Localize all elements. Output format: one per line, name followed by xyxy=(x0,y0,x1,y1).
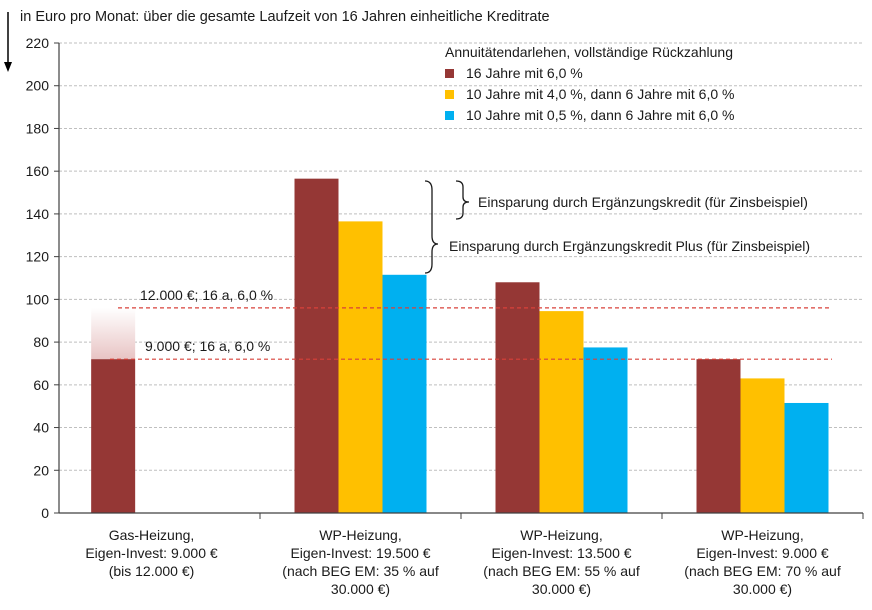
bar-3 xyxy=(382,274,427,513)
x-tick-label: 30.000 €) xyxy=(331,581,390,597)
y-tick-label: 140 xyxy=(26,206,50,222)
x-tick-label: Gas-Heizung, xyxy=(109,527,195,543)
y-tick-label: 80 xyxy=(33,334,49,350)
bars xyxy=(91,178,829,514)
x-tick-label: 30.000 €) xyxy=(532,581,591,597)
bar-2 xyxy=(539,311,584,513)
x-tick-label: (bis 12.000 €) xyxy=(109,563,195,579)
y-tick-label: 60 xyxy=(33,377,49,393)
bar-1 xyxy=(696,359,741,513)
reference-lines: 12.000 €; 16 a, 6,0 % 9.000 €; 16 a, 6,0 … xyxy=(110,287,832,360)
legend-label: 10 Jahre mit 0,5 %, dann 6 Jahre mit 6,0… xyxy=(466,107,734,123)
y-tick-label: 160 xyxy=(26,163,50,179)
y-tick-label: 180 xyxy=(26,120,50,136)
x-tick-label: WP-Heizung, xyxy=(520,527,602,543)
bar-1 xyxy=(91,359,136,513)
bar-1 xyxy=(294,178,339,513)
x-tick-label: WP-Heizung, xyxy=(721,527,803,543)
x-tick-label: (nach BEG EM: 55 % auf xyxy=(483,563,640,579)
y-tick-labels: 0 20 40 60 80 100 120 140 160 180 200 220 xyxy=(26,35,50,521)
x-tick-label: 30.000 €) xyxy=(733,581,792,597)
legend-title: Annuitätendarlehen, vollständige Rückzah… xyxy=(445,44,733,60)
axes xyxy=(4,12,863,514)
y-tick-label: 120 xyxy=(26,249,50,265)
savings-braces: Einsparung durch Ergänzungskredit (für Z… xyxy=(424,180,810,274)
y-arrow-head xyxy=(4,62,12,72)
gas-range-bar xyxy=(91,307,136,360)
x-tick-label: Eigen-Invest: 9.000 € xyxy=(696,545,829,561)
x-tick-label: (nach BEG EM: 35 % auf xyxy=(282,563,439,579)
legend-swatch xyxy=(445,111,454,120)
y-tick-label: 0 xyxy=(41,505,49,521)
y-tick-label: 100 xyxy=(26,291,50,307)
bar-3 xyxy=(583,347,628,513)
legend-label: 16 Jahre mit 6,0 % xyxy=(466,65,583,81)
x-tick-labels: Gas-Heizung, Eigen-Invest: 9.000 € (bis 12… xyxy=(85,527,840,597)
legend-swatch xyxy=(445,69,454,78)
x-tick-label: Eigen-Invest: 19.500 € xyxy=(290,545,430,561)
reference-label: 9.000 €; 16 a, 6,0 % xyxy=(145,338,270,354)
x-tick-label: Eigen-Invest: 9.000 € xyxy=(85,545,218,561)
gridlines xyxy=(54,42,864,519)
y-tick-label: 200 xyxy=(26,78,50,94)
y-tick-label: 40 xyxy=(33,420,49,436)
x-tick-label: WP-Heizung, xyxy=(319,527,401,543)
bar-2 xyxy=(740,378,785,513)
legend-swatch xyxy=(445,90,454,99)
bar-2 xyxy=(338,221,383,514)
x-tick-label: Eigen-Invest: 13.500 € xyxy=(491,545,631,561)
x-tick-label: (nach BEG EM: 70 % auf xyxy=(684,563,841,579)
y-tick-label: 20 xyxy=(33,462,49,478)
annotation-ergaenzungskredit: Einsparung durch Ergänzungskredit (für Z… xyxy=(478,194,808,210)
legend-label: 10 Jahre mit 4,0 %, dann 6 Jahre mit 6,0… xyxy=(466,86,734,102)
brace-inner xyxy=(455,180,470,220)
brace-outer xyxy=(424,180,439,274)
bar-3 xyxy=(784,402,829,513)
legend: Annuitätendarlehen, vollständige Rückzah… xyxy=(445,44,734,123)
annotation-ergaenzungskredit-plus: Einsparung durch Ergänzungskredit Plus (… xyxy=(449,238,810,254)
reference-label: 12.000 €; 16 a, 6,0 % xyxy=(140,287,273,303)
bar-1 xyxy=(495,282,540,513)
y-tick-label: 220 xyxy=(26,35,50,51)
chart-title: in Euro pro Monat: über die gesamte Lauf… xyxy=(20,9,550,25)
